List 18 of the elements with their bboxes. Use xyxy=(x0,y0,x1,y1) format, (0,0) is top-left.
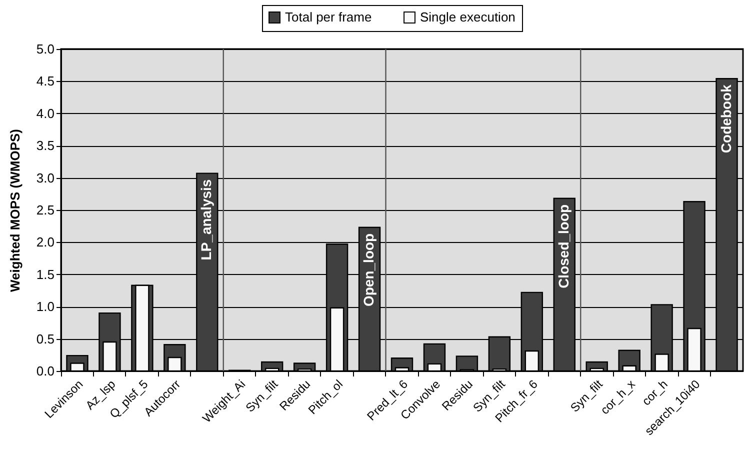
y-tick-label: 3.5 xyxy=(36,138,54,154)
annotation: Codebook xyxy=(718,84,734,154)
y-tick-label: 0.5 xyxy=(36,331,54,346)
y-tick-label: 3.0 xyxy=(36,170,54,186)
annotation: LP_analysis xyxy=(198,179,214,260)
legend-label: Total per frame xyxy=(285,10,372,25)
annotation: Closed_loop xyxy=(555,204,572,288)
y-axis-title: Weighted MOPS (WMOPS) xyxy=(7,129,22,292)
y-tick-label: 2.0 xyxy=(36,234,54,250)
y-tick-label: 1.5 xyxy=(36,266,54,282)
annotation: Open_loop xyxy=(360,233,377,307)
y-tick-label: 2.5 xyxy=(36,202,54,218)
y-tick-label: 5.0 xyxy=(36,42,54,56)
y-tick-label: 0.0 xyxy=(36,364,54,378)
y-tick-label: 4.0 xyxy=(36,106,54,121)
legend-label: Single execution xyxy=(420,10,516,25)
y-tick-label: 4.5 xyxy=(36,74,54,89)
y-tick-label: 1.0 xyxy=(36,299,54,314)
